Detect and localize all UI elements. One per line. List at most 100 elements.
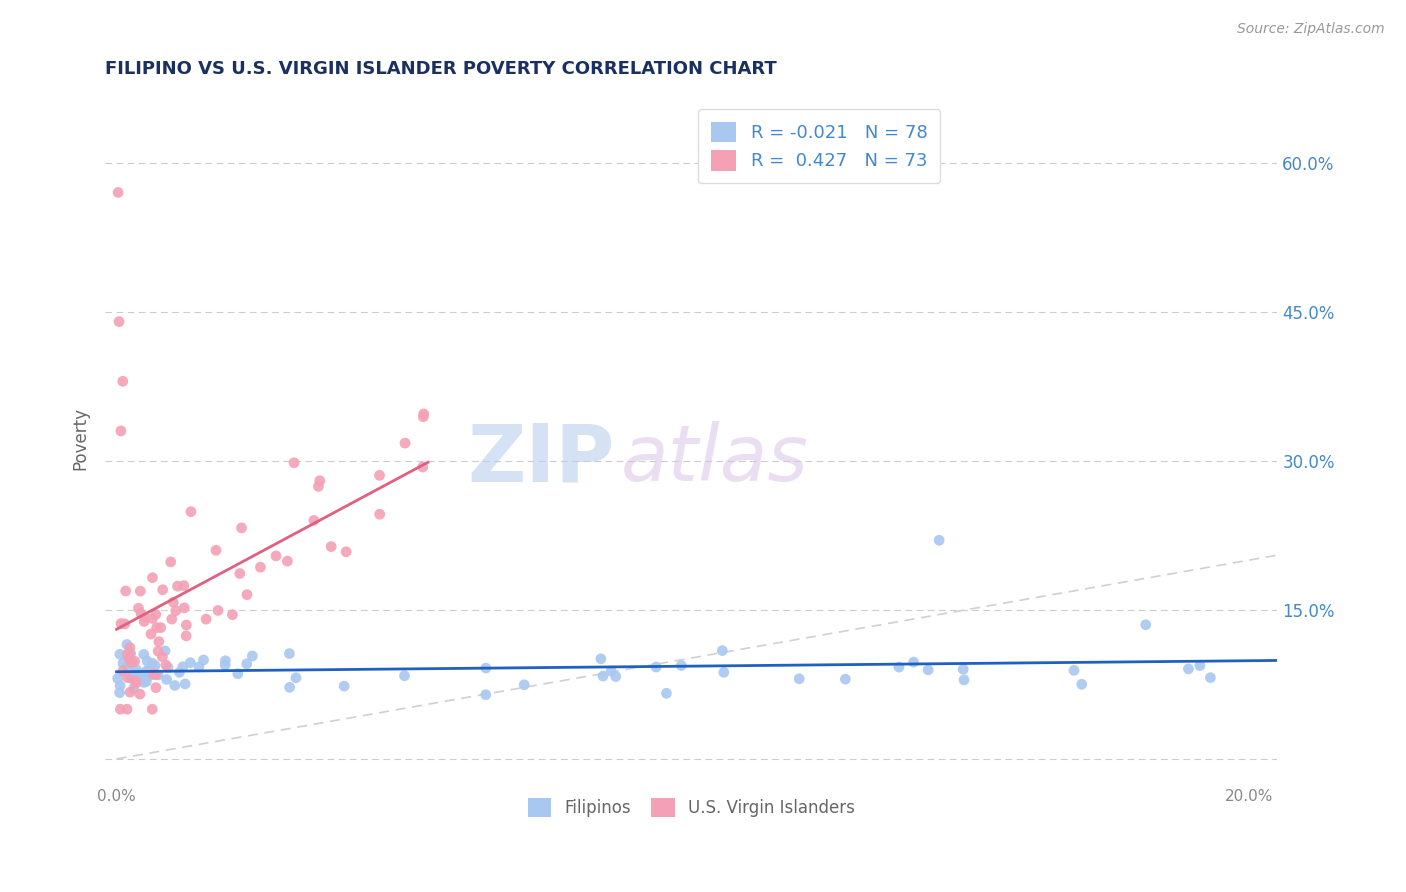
- Point: [127, 668, 149, 682]
- Point: [394, 669, 416, 683]
- Point: [1188, 658, 1211, 673]
- Point: [214, 654, 236, 668]
- Point: [134, 615, 156, 629]
- Point: [834, 672, 856, 686]
- Text: Source: ZipAtlas.com: Source: ZipAtlas.com: [1237, 22, 1385, 37]
- Point: [134, 610, 156, 624]
- Point: [173, 578, 195, 592]
- Point: [172, 659, 194, 673]
- Point: [713, 665, 735, 680]
- Point: [131, 668, 153, 682]
- Point: [107, 186, 129, 200]
- Point: [188, 660, 211, 674]
- Point: [117, 648, 139, 662]
- Point: [412, 409, 434, 424]
- Point: [146, 644, 169, 658]
- Point: [155, 658, 177, 673]
- Point: [278, 681, 301, 695]
- Point: [120, 655, 142, 669]
- Point: [142, 657, 165, 671]
- Point: [205, 543, 228, 558]
- Point: [125, 663, 148, 677]
- Point: [176, 618, 198, 632]
- Point: [108, 315, 131, 329]
- Point: [953, 673, 976, 687]
- Point: [110, 424, 132, 438]
- Point: [111, 657, 134, 671]
- Point: [141, 702, 163, 716]
- Point: [152, 582, 174, 597]
- Point: [135, 670, 157, 684]
- Point: [605, 669, 627, 683]
- Point: [278, 647, 301, 661]
- Point: [139, 627, 162, 641]
- Point: [134, 668, 156, 682]
- Point: [141, 668, 163, 682]
- Point: [193, 653, 215, 667]
- Point: [214, 657, 236, 672]
- Point: [122, 681, 145, 696]
- Point: [145, 607, 167, 622]
- Point: [110, 616, 132, 631]
- Point: [645, 660, 668, 674]
- Point: [149, 621, 172, 635]
- Point: [928, 533, 950, 548]
- Point: [114, 584, 136, 599]
- Point: [141, 611, 163, 625]
- Point: [136, 667, 159, 681]
- Point: [127, 601, 149, 615]
- Point: [173, 600, 195, 615]
- Point: [592, 669, 614, 683]
- Point: [139, 665, 162, 679]
- Point: [394, 436, 416, 450]
- Point: [117, 659, 139, 673]
- Point: [153, 644, 176, 658]
- Point: [127, 674, 149, 689]
- Point: [333, 679, 356, 693]
- Point: [111, 374, 134, 388]
- Point: [115, 702, 138, 716]
- Point: [513, 678, 536, 692]
- Point: [302, 513, 325, 527]
- Point: [308, 474, 330, 488]
- Point: [163, 679, 186, 693]
- Point: [1177, 662, 1199, 676]
- Point: [129, 607, 152, 621]
- Point: [368, 468, 391, 483]
- Point: [120, 685, 142, 699]
- Point: [169, 665, 191, 680]
- Point: [127, 670, 149, 684]
- Point: [1199, 671, 1222, 685]
- Point: [150, 649, 173, 664]
- Point: [108, 679, 131, 693]
- Point: [121, 657, 143, 671]
- Text: atlas: atlas: [621, 421, 808, 497]
- Point: [117, 671, 139, 685]
- Point: [231, 521, 253, 535]
- Point: [655, 686, 678, 700]
- Point: [159, 555, 181, 569]
- Point: [136, 663, 159, 677]
- Point: [132, 648, 155, 662]
- Point: [145, 621, 167, 635]
- Point: [711, 643, 734, 657]
- Point: [145, 667, 167, 681]
- Point: [118, 647, 141, 661]
- Point: [108, 686, 131, 700]
- Point: [412, 460, 434, 475]
- Point: [120, 671, 142, 685]
- Point: [108, 648, 131, 662]
- Point: [111, 664, 134, 678]
- Point: [917, 663, 939, 677]
- Point: [235, 657, 257, 671]
- Point: [226, 666, 249, 681]
- Point: [120, 647, 142, 661]
- Point: [107, 672, 129, 686]
- Point: [117, 650, 139, 665]
- Point: [160, 612, 183, 626]
- Point: [221, 607, 243, 622]
- Point: [114, 616, 136, 631]
- Point: [236, 588, 259, 602]
- Point: [135, 674, 157, 689]
- Point: [174, 629, 197, 643]
